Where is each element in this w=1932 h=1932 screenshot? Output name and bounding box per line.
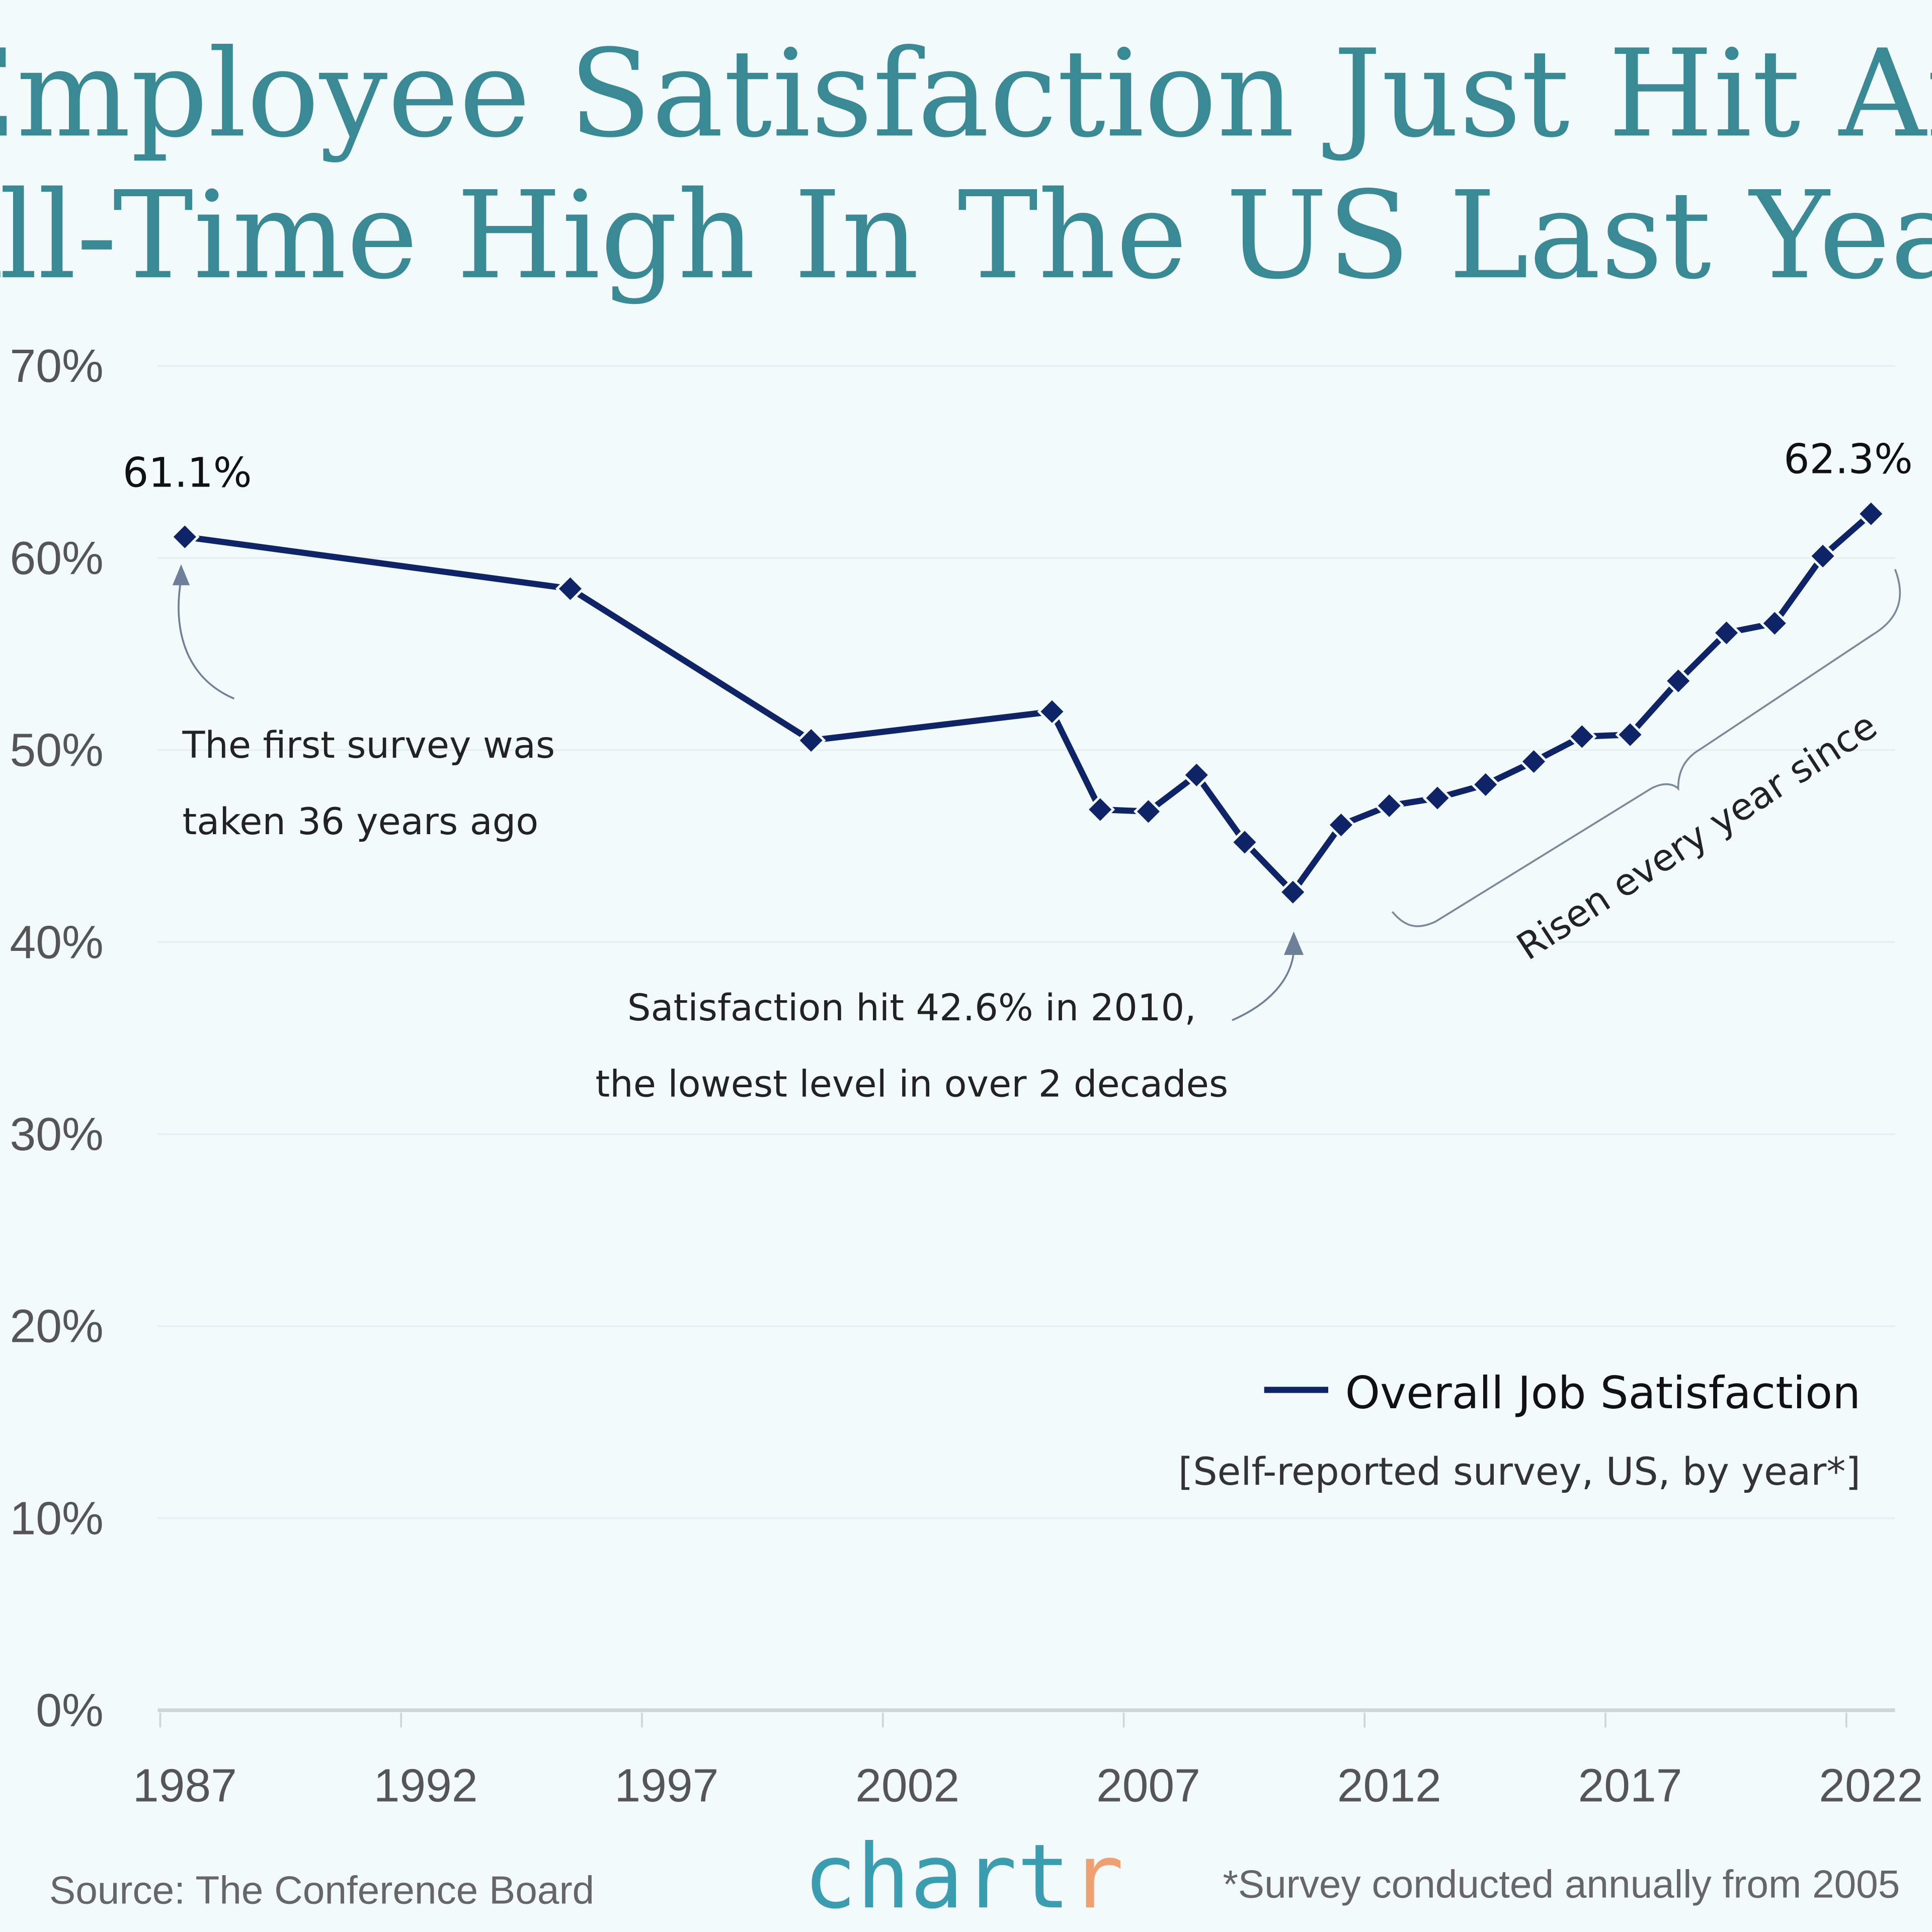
first-survey-arrow [178, 579, 235, 700]
legend-subtitle: [Self-reported survey, US, by year*] [1178, 1450, 1861, 1494]
data-point-marker [1181, 760, 1212, 790]
x-tick-label: 2017 [1578, 1759, 1682, 1811]
survey-footnote: *Survey conducted annually from 2005 [1223, 1862, 1900, 1906]
x-tick-label: 1987 [133, 1759, 237, 1811]
risen-brace [1391, 569, 1901, 927]
y-tick-label: 70% [10, 340, 103, 392]
low-arrow [1232, 951, 1295, 1021]
data-point-marker [1374, 790, 1404, 821]
y-tick-label: 30% [10, 1108, 103, 1160]
data-point-marker [1230, 827, 1260, 857]
source-note: Source: The Conference Board [49, 1868, 594, 1912]
y-axis: 0% 10% 20% 30% 40% 50% 60% 70% [10, 340, 103, 1736]
data-point-marker [1519, 747, 1549, 777]
chartr-logo: chartr [803, 1825, 1124, 1928]
y-tick-label: 0% [36, 1684, 103, 1736]
data-point-marker [1037, 696, 1067, 727]
y-tick-label: 20% [10, 1300, 103, 1352]
x-tick-label: 1992 [374, 1759, 478, 1811]
data-point-marker [1422, 783, 1453, 813]
low-arrowhead [1283, 931, 1304, 955]
x-axis: 1987 1992 1997 2002 2007 2012 2017 2022 [133, 1708, 1923, 1811]
data-point-marker [1856, 499, 1886, 529]
data-point-marker [1326, 810, 1356, 840]
data-label-last: 62.3% [1784, 436, 1913, 483]
x-tick-label: 2022 [1819, 1759, 1923, 1811]
first-survey-arrowhead [172, 564, 190, 586]
x-tick-label: 2002 [855, 1759, 959, 1811]
x-tick-label: 1997 [614, 1759, 718, 1811]
data-point-marker [1759, 608, 1790, 638]
chart-title-line-2: All-Time High In The US Last Year [0, 165, 1932, 306]
y-tick-label: 60% [10, 532, 103, 584]
series-overall-job-satisfaction [170, 499, 1886, 907]
chart-title-line-1: Employee Satisfaction Just Hit An [0, 23, 1932, 164]
x-tick-label: 2012 [1337, 1759, 1441, 1811]
data-point-marker [1471, 769, 1501, 799]
data-point-marker [1663, 666, 1694, 696]
data-point-marker [1085, 794, 1115, 825]
data-point-marker [796, 726, 826, 756]
legend-label: Overall Job Satisfaction [1345, 1367, 1861, 1419]
first-survey-annotation-line-1: The first survey was [182, 724, 555, 767]
gridlines [157, 365, 1895, 1519]
data-label-first: 61.1% [123, 449, 252, 497]
y-tick-label: 10% [10, 1492, 103, 1544]
data-point-marker [1278, 877, 1308, 907]
data-point-marker [1567, 721, 1597, 752]
y-tick-label: 40% [10, 916, 103, 968]
x-tick-label: 2007 [1096, 1759, 1200, 1811]
data-point-marker [1134, 796, 1163, 827]
y-tick-label: 50% [10, 724, 103, 776]
low-annotation-line-2: the lowest level in over 2 decades [595, 1063, 1228, 1106]
data-point-marker [170, 522, 200, 552]
data-point-marker [555, 574, 585, 604]
low-annotation-line-1: Satisfaction hit 42.6% in 2010, [627, 987, 1196, 1029]
data-point-marker [1615, 719, 1645, 750]
data-point-marker [1712, 618, 1741, 648]
data-point-marker [1808, 541, 1838, 571]
first-survey-annotation-line-2: taken 36 years ago [182, 800, 538, 843]
